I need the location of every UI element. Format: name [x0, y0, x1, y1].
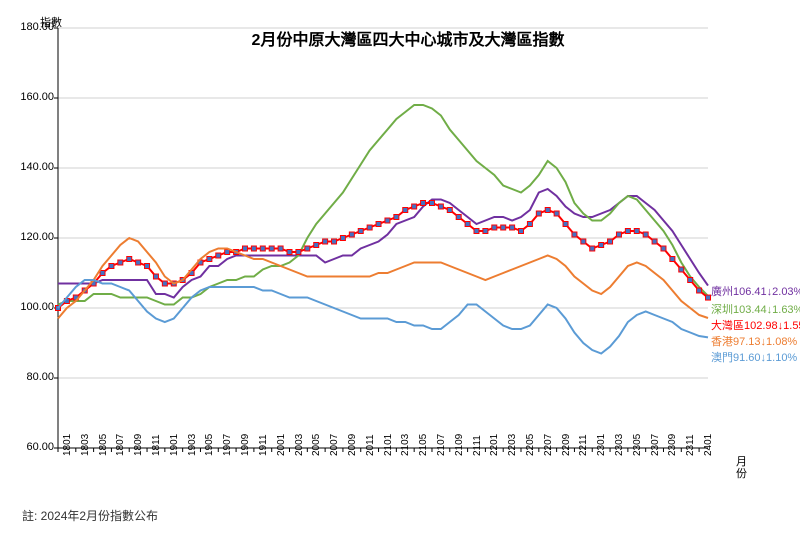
y-tick-label: 80.00 — [14, 371, 54, 383]
x-tick-label: 2207 — [543, 434, 554, 456]
x-tick-label: 2301 — [596, 434, 607, 456]
legend-item: 廣州106.41↓2.03% — [711, 283, 800, 299]
x-tick-label: 1901 — [169, 434, 180, 456]
x-tick-label: 2201 — [489, 434, 500, 456]
y-tick-label: 160.00 — [14, 91, 54, 103]
y-tick-label: 120.00 — [14, 231, 54, 243]
legend-item: 澳門91.60↓1.10% — [711, 349, 797, 365]
legend-item: 大灣區102.98↓1.55% — [711, 317, 800, 333]
x-tick-label: 1809 — [133, 434, 144, 456]
x-tick-label: 1807 — [115, 434, 126, 456]
chart-title: 2月份中原大灣區四大中心城市及大灣區指數 — [8, 26, 800, 50]
legend-item: 深圳103.44↓1.63% — [711, 301, 800, 317]
x-tick-label: 1805 — [98, 434, 109, 456]
y-tick-label: 100.00 — [14, 301, 54, 313]
x-tick-label: 2101 — [383, 434, 394, 456]
x-tick-label: 2311 — [685, 434, 696, 456]
x-tick-label: 1801 — [62, 434, 73, 456]
x-tick-label: 2211 — [578, 434, 589, 456]
x-tick-label: 2303 — [614, 434, 625, 456]
x-tick-label: 1907 — [222, 434, 233, 456]
x-tick-label: 2309 — [667, 434, 678, 456]
chart-container: 2月份中原大灣區四大中心城市及大灣區指數 指數 月份 註: 2024年2月份指數… — [8, 8, 800, 529]
x-tick-label: 2203 — [507, 434, 518, 456]
x-tick-label: 2205 — [525, 434, 536, 456]
x-axis-title: 月份 — [736, 456, 756, 480]
y-tick-label: 180.00 — [14, 21, 54, 33]
x-tick-label: 2307 — [650, 434, 661, 456]
x-tick-label: 2401 — [703, 434, 714, 456]
x-tick-label: 2009 — [347, 434, 358, 456]
footnote: 註: 2024年2月份指數公布 — [22, 507, 158, 524]
x-tick-label: 2107 — [436, 434, 447, 456]
x-tick-label: 2103 — [400, 434, 411, 456]
x-tick-label: 1909 — [240, 434, 251, 456]
x-tick-label: 2209 — [561, 434, 572, 456]
x-tick-label: 2003 — [294, 434, 305, 456]
y-tick-label: 60.00 — [14, 441, 54, 453]
x-tick-label: 1911 — [258, 434, 269, 456]
y-tick-label: 140.00 — [14, 161, 54, 173]
x-tick-label: 2007 — [329, 434, 340, 456]
x-tick-label: 2001 — [276, 434, 287, 456]
x-tick-label: 2005 — [311, 434, 322, 456]
legend-item: 香港97.13↓1.08% — [711, 333, 797, 349]
x-tick-label: 2105 — [418, 434, 429, 456]
x-tick-label: 1803 — [80, 434, 91, 456]
x-tick-label: 1811 — [151, 434, 162, 456]
x-tick-label: 2011 — [365, 434, 376, 456]
x-tick-label: 1903 — [187, 434, 198, 456]
x-tick-label: 2109 — [454, 434, 465, 456]
x-tick-label: 2111 — [472, 435, 483, 456]
x-tick-label: 2305 — [632, 434, 643, 456]
x-tick-label: 1905 — [204, 434, 215, 456]
